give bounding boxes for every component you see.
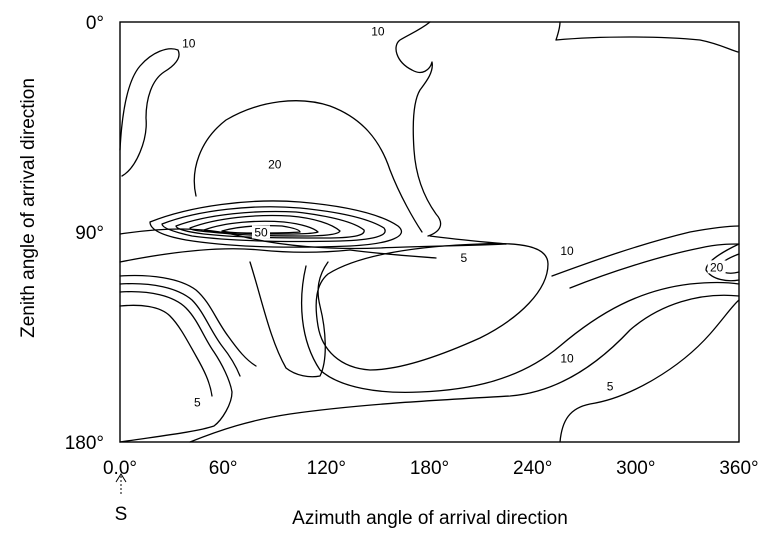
contour-label-background <box>558 351 577 365</box>
contour-line <box>315 242 549 371</box>
contour-line <box>161 206 386 243</box>
origin-marker-label: S <box>115 504 128 525</box>
x-tick-label: 180° <box>410 458 449 479</box>
contour-level-label: 10 <box>560 351 574 365</box>
contour-label-background <box>191 395 203 409</box>
x-tick-label: 240° <box>513 458 552 479</box>
contour-line <box>193 100 423 233</box>
origin-marker: S <box>115 473 128 525</box>
y-tick-label: 180° <box>65 433 104 454</box>
contour-line <box>175 210 365 239</box>
y-tick-label: 90° <box>75 223 104 244</box>
contour-label-background <box>458 251 470 264</box>
contour-label-background <box>707 260 726 274</box>
contour-level-label: 10 <box>560 244 574 258</box>
contour-lines <box>119 21 740 443</box>
x-tick-label: 0.0° <box>103 458 137 479</box>
contour-line <box>555 21 739 53</box>
contour-line <box>119 48 180 177</box>
contour-line <box>119 304 213 397</box>
contour-line <box>300 265 740 393</box>
y-axis-title: Zenith angle of arrival direction <box>18 78 39 338</box>
contour-line <box>569 243 740 289</box>
contour-line <box>149 200 403 248</box>
contour-level-label: 5 <box>194 396 201 410</box>
contour-line <box>119 290 233 443</box>
contour-level-label: 50 <box>254 225 268 239</box>
contour-label-background <box>368 24 387 38</box>
contour-line <box>559 299 740 443</box>
contour-line <box>395 21 442 237</box>
contour-label-background <box>265 157 284 171</box>
x-axis-title: Azimuth angle of arrival direction <box>292 508 568 529</box>
y-tick-label: 0° <box>86 13 104 34</box>
x-tick-label: 360° <box>719 458 758 479</box>
x-tick-labels: 0.0° 60° 120° 180° 240° 300° 360° <box>103 458 759 479</box>
contour-label-background <box>251 225 270 239</box>
contour-level-label: 5 <box>461 251 468 265</box>
contour-line <box>429 235 507 245</box>
contour-line <box>249 261 329 378</box>
contour-line <box>551 225 740 277</box>
x-tick-label: 120° <box>307 458 346 479</box>
contour-level-label: 10 <box>371 25 385 39</box>
contour-line <box>119 282 241 377</box>
contour-level-label: 20 <box>268 158 282 172</box>
contour-line <box>119 248 351 263</box>
contour-label-background <box>179 36 198 50</box>
x-tick-label: 300° <box>616 458 655 479</box>
contour-line <box>189 294 740 443</box>
contour-label-background <box>558 244 577 257</box>
contour-level-label: 5 <box>607 379 614 393</box>
y-tick-labels: 0° 90° 180° <box>65 13 104 454</box>
contour-line <box>349 249 437 259</box>
x-tick-label: 60° <box>209 458 238 479</box>
contour-labels: 10 10 20 50 5 10 20 10 5 5 <box>179 24 726 410</box>
contour-line <box>119 274 257 367</box>
contour-line <box>189 214 341 237</box>
contour-level-label: 20 <box>710 260 724 274</box>
contour-line <box>705 243 740 282</box>
contour-level-label: 10 <box>182 36 196 50</box>
contour-label-background <box>604 379 616 393</box>
